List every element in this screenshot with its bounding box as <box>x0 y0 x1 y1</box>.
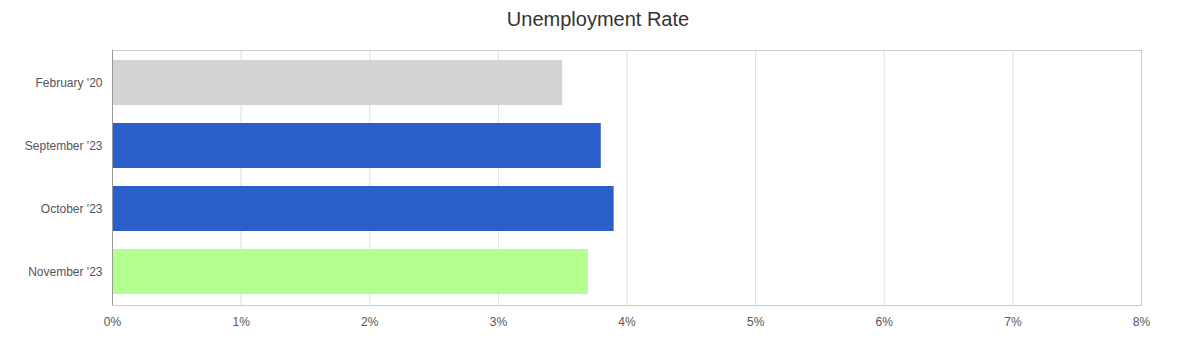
svg-text:3%: 3% <box>490 315 508 329</box>
svg-text:September '23: September '23 <box>25 139 103 153</box>
svg-text:8%: 8% <box>1133 315 1151 329</box>
svg-text:October '23: October '23 <box>41 202 103 216</box>
svg-text:4%: 4% <box>618 315 636 329</box>
svg-text:0%: 0% <box>104 315 122 329</box>
svg-text:November '23: November '23 <box>28 265 103 279</box>
svg-text:6%: 6% <box>876 315 894 329</box>
svg-text:1%: 1% <box>232 315 250 329</box>
svg-text:5%: 5% <box>747 315 765 329</box>
html-text:Unemployment Rate: Unemployment Rate <box>506 8 690 30</box>
svg-text:February '20: February '20 <box>36 76 103 90</box>
svg-text:7%: 7% <box>1004 315 1022 329</box>
svg-text:2%: 2% <box>361 315 379 329</box>
